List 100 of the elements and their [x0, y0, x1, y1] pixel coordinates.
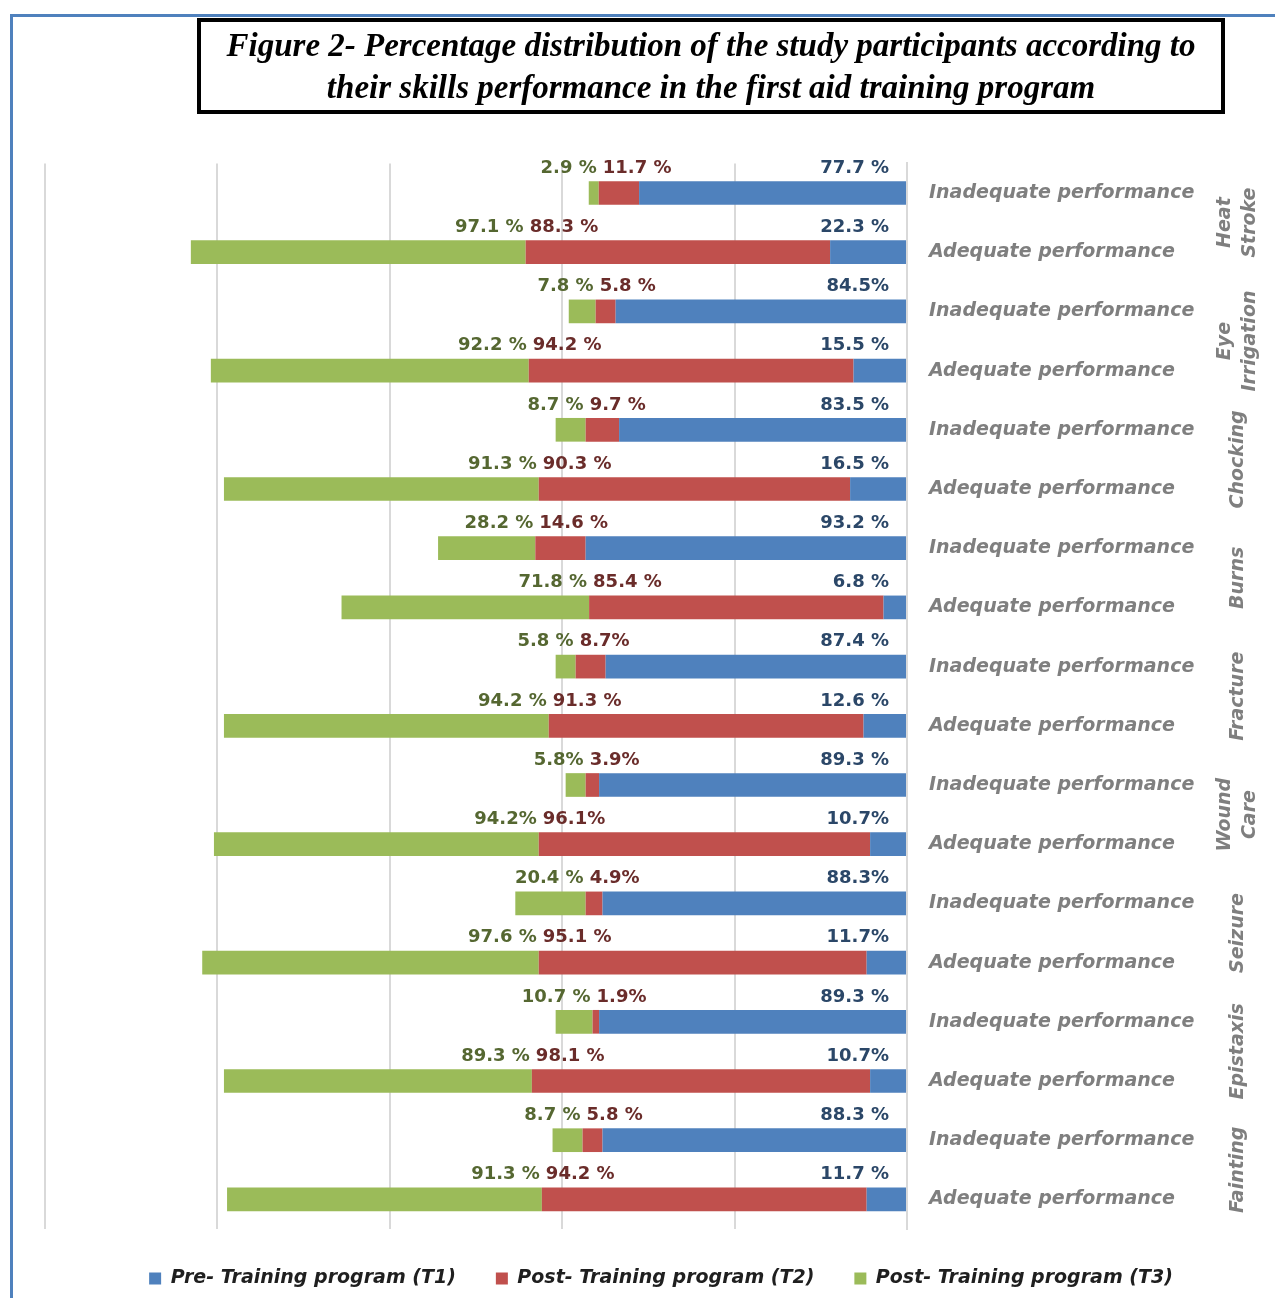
- text: Burns: [1224, 546, 1247, 609]
- y-tick-label: Inadequate performance: [929, 653, 1195, 676]
- y-tick-label: Inadequate performance: [929, 179, 1195, 202]
- data-label: 16.5 %: [820, 451, 889, 473]
- chart-title: Figure 2- Percentage distribution of the study participants according to their skills performance in the first aid training program: [197, 18, 1225, 114]
- data-label: 12.6 %: [820, 688, 889, 710]
- data-label: 94.2%: [474, 807, 537, 829]
- bar: [866, 950, 906, 975]
- data-label: 14.6 %: [539, 511, 609, 533]
- text: Eye Irrigation: [1212, 290, 1260, 392]
- bar: [565, 773, 586, 797]
- bar: [213, 832, 539, 857]
- data-label: 96.1%: [542, 807, 606, 829]
- y-tick-label: Inadequate performance: [929, 535, 1195, 558]
- y-tick-label: Adequate performance: [927, 712, 1176, 735]
- data-label: 93.2 %: [820, 511, 889, 533]
- y-tick-label: Inadequate performance: [929, 890, 1195, 913]
- data-label: 8.7 %: [524, 1103, 581, 1125]
- bar: [615, 299, 906, 324]
- bar: [585, 891, 603, 916]
- bar: [538, 832, 871, 857]
- bar: [341, 595, 590, 620]
- bar: [202, 950, 539, 975]
- y-tick-label: Adequate performance: [927, 949, 1176, 972]
- bar: [639, 181, 906, 205]
- legend-label: Pre- Training program (T1): [170, 1265, 456, 1288]
- data-label: 5.8%: [533, 747, 584, 769]
- data-label: 8.7 %: [527, 392, 584, 414]
- data-label: 9.7 %: [589, 392, 646, 414]
- bar: [223, 477, 539, 501]
- bar: [870, 1069, 906, 1093]
- data-label: 94.2 %: [478, 688, 547, 710]
- y-tick-label: Adequate performance: [927, 239, 1176, 262]
- text: Fainting: [1224, 1126, 1247, 1213]
- data-label: 98.1 %: [535, 1043, 605, 1065]
- bar: [588, 181, 599, 205]
- bar: [585, 773, 600, 797]
- bar: [548, 713, 864, 738]
- data-label: 87.4 %: [820, 629, 889, 651]
- y-tick-label: Inadequate performance: [929, 1127, 1195, 1150]
- data-label: 11.7 %: [602, 155, 672, 177]
- y-tick-label: Inadequate performance: [929, 1008, 1195, 1031]
- data-label: 20.4 %: [514, 866, 584, 888]
- y-tick-label: Inadequate performance: [929, 298, 1195, 321]
- bar: [863, 713, 906, 738]
- data-label: 10.7%: [826, 807, 889, 829]
- data-label: 5.8 %: [517, 629, 574, 651]
- text: Heat Stroke: [1212, 187, 1260, 258]
- text: Fracture: [1224, 651, 1247, 741]
- bar: [515, 891, 586, 916]
- data-label: 6.8 %: [832, 570, 889, 592]
- bar: [555, 417, 586, 442]
- y-tick-label: Adequate performance: [927, 831, 1176, 854]
- data-label: 91.3 %: [552, 688, 622, 710]
- data-label: 95.1 %: [542, 925, 612, 947]
- y-tick-label: Adequate performance: [927, 475, 1176, 498]
- bar: [552, 1128, 583, 1153]
- bar: [535, 536, 586, 561]
- data-label: 89.3 %: [820, 747, 889, 769]
- data-label: 11.7 %: [820, 1162, 889, 1184]
- data-label: 84.5%: [826, 274, 889, 296]
- data-label: 83.5 %: [820, 392, 889, 414]
- text: Epistaxis: [1224, 1003, 1247, 1100]
- data-label: 10.7 %: [521, 984, 591, 1006]
- bar: [223, 1069, 532, 1093]
- data-label: 71.8 %: [518, 570, 588, 592]
- data-label: 8.7%: [579, 629, 630, 651]
- bar: [830, 240, 906, 265]
- y-tick-label: Adequate performance: [927, 1067, 1176, 1090]
- text: Seizure: [1224, 892, 1247, 973]
- y-tick-label: Adequate performance: [927, 357, 1176, 380]
- bar: [227, 1187, 542, 1212]
- text: Wound Care: [1212, 777, 1260, 852]
- data-label: 1.9%: [596, 984, 647, 1006]
- y-tick-label: Adequate performance: [927, 1186, 1176, 1209]
- legend-label: Post- Training program (T3): [875, 1265, 1173, 1288]
- bar: [883, 595, 906, 620]
- data-label: 97.6 %: [468, 925, 537, 947]
- data-label: 88.3 %: [820, 1103, 889, 1125]
- data-label: 4.9%: [589, 866, 640, 888]
- bar: [538, 950, 867, 975]
- bar: [541, 1187, 867, 1212]
- data-label: 77.7 %: [820, 155, 889, 177]
- bar: [555, 1009, 593, 1034]
- data-label: 15.5 %: [820, 333, 889, 355]
- bar: [866, 1187, 906, 1212]
- bar: [598, 181, 640, 205]
- bar: [853, 358, 906, 383]
- bar: [525, 240, 831, 265]
- bar: [528, 358, 854, 383]
- bar: [619, 417, 906, 442]
- bar: [538, 477, 851, 501]
- bar: [210, 358, 529, 383]
- data-label: 94.2 %: [532, 333, 602, 355]
- y-tick-label: Adequate performance: [927, 594, 1176, 617]
- data-label: 88.3%: [826, 866, 889, 888]
- bar: [592, 1009, 600, 1034]
- data-label: 89.3 %: [820, 984, 889, 1006]
- data-label: 5.8 %: [599, 274, 656, 296]
- data-label: 11.7%: [826, 925, 889, 947]
